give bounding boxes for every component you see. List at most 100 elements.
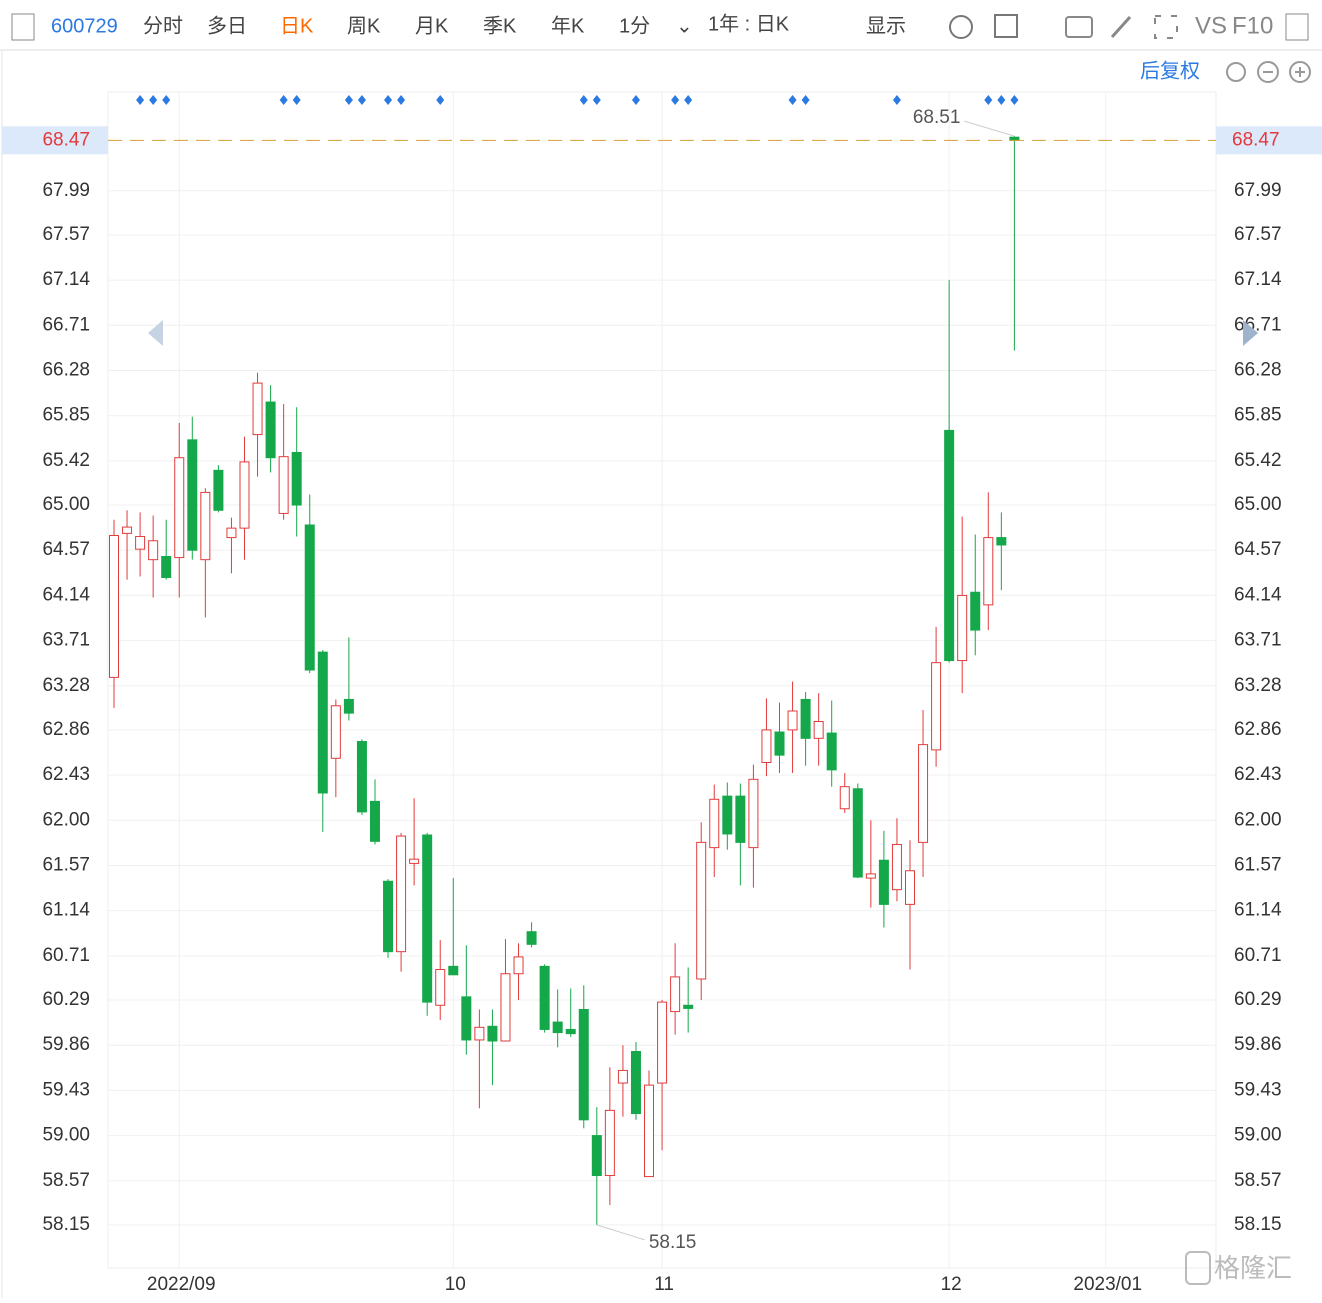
chevron[interactable]: ⌄ (676, 15, 693, 37)
y-tick-label: 61.14 (42, 900, 90, 921)
candle-body (957, 594, 968, 662)
candle-body (330, 705, 341, 759)
candle-body (748, 778, 759, 849)
tab[interactable]: 年K (551, 14, 585, 37)
stock-code[interactable]: 600729 (51, 15, 118, 37)
adjust-button[interactable]: 后复权 (1140, 59, 1200, 82)
tab[interactable]: 1分 (619, 14, 650, 37)
event-marker[interactable] (136, 95, 145, 105)
candle-body (670, 976, 681, 1013)
candle-body (591, 1135, 602, 1177)
tab[interactable]: 月K (415, 15, 449, 37)
y2-tick-label: 67.14 (1234, 269, 1282, 290)
y2-tick-label: 59.00 (1234, 1125, 1282, 1146)
y-tick-label: 64.57 (42, 539, 90, 560)
event-marker[interactable] (892, 95, 901, 105)
event-marker[interactable] (984, 95, 993, 105)
max-leader (964, 120, 1015, 137)
event-marker[interactable] (1010, 95, 1019, 105)
candle-body (787, 710, 798, 731)
event-marker[interactable] (357, 95, 366, 105)
tab[interactable]: 周K (347, 15, 381, 37)
period-select[interactable]: 1年 : 日K (708, 12, 790, 35)
y-tick-label: 67.99 (42, 180, 90, 201)
candle-body (813, 721, 824, 739)
event-marker[interactable] (579, 95, 588, 105)
candle-body (435, 969, 446, 1006)
tab[interactable]: 多日 (207, 14, 247, 37)
event-marker[interactable] (397, 95, 406, 105)
candle-body (696, 841, 707, 980)
candle-body (291, 451, 302, 506)
event-marker[interactable] (149, 95, 158, 105)
event-marker[interactable] (436, 95, 445, 105)
pen-icon[interactable] (1110, 15, 1132, 39)
sidebar-toggle[interactable] (11, 13, 35, 41)
y2-tick-label: 62.43 (1234, 764, 1282, 785)
candle-body (226, 527, 237, 539)
event-marker[interactable] (631, 95, 640, 105)
y-tick-label: 62.43 (42, 764, 90, 785)
display-select[interactable]: 显示 (866, 15, 906, 37)
candle-body (474, 1026, 485, 1041)
min-leader (596, 1224, 645, 1241)
settings-icon[interactable] (949, 15, 973, 39)
camera-icon[interactable] (1065, 16, 1093, 38)
event-marker[interactable] (997, 95, 1006, 105)
event-marker[interactable] (788, 95, 797, 105)
event-marker[interactable] (162, 95, 171, 105)
event-marker[interactable] (801, 95, 810, 105)
y-tick-label: 65.85 (42, 405, 90, 426)
event-marker[interactable] (684, 95, 693, 105)
x-tick-label: 2022/09 (147, 1274, 216, 1295)
event-marker[interactable] (384, 95, 393, 105)
candle-body (448, 965, 459, 976)
candle-body (761, 729, 772, 763)
price-label: 68.47 (1232, 129, 1280, 150)
fullscreen-icon[interactable] (1154, 15, 1178, 39)
y2-tick-label: 61.14 (1234, 900, 1282, 921)
y-tick-label: 67.57 (42, 224, 90, 245)
price-highlight (2, 126, 108, 155)
toolbar (0, 0, 1322, 50)
event-marker[interactable] (592, 95, 601, 105)
event-marker[interactable] (671, 95, 680, 105)
y2-tick-label: 67.99 (1234, 180, 1282, 201)
y2-tick-label: 58.15 (1234, 1214, 1282, 1235)
y-tick-label: 66.28 (42, 360, 90, 381)
candle-body (891, 843, 902, 891)
tab[interactable]: 分时 (143, 14, 183, 37)
candle-body (644, 1084, 655, 1178)
candle-body (109, 534, 120, 678)
y-tick-label: 58.15 (42, 1214, 90, 1235)
candle-body (657, 1001, 668, 1084)
candle-body (383, 880, 394, 953)
y-tick-label: 60.29 (42, 989, 90, 1010)
event-marker[interactable] (279, 95, 288, 105)
candle-body (422, 834, 433, 1003)
prev-arrow[interactable] (148, 320, 163, 346)
candle-body (983, 537, 994, 606)
event-marker[interactable] (344, 95, 353, 105)
watermark-logo (1185, 1251, 1211, 1285)
candle-body (970, 591, 981, 631)
f10-button[interactable]: F10 (1232, 12, 1273, 39)
candle-body (904, 870, 915, 905)
panel-toggle[interactable] (1285, 13, 1309, 41)
candle-body (161, 556, 172, 579)
event-marker[interactable] (292, 95, 301, 105)
candle-body (526, 931, 537, 945)
candle-body (865, 873, 876, 879)
zoom-in[interactable] (1289, 61, 1311, 83)
zoom-out[interactable] (1257, 61, 1279, 83)
candle-body (735, 795, 746, 843)
vs-button[interactable]: VS (1195, 12, 1227, 39)
y-tick-label: 65.42 (42, 450, 90, 471)
y2-tick-label: 64.57 (1234, 539, 1282, 560)
box-icon[interactable] (994, 14, 1018, 38)
next-arrow[interactable] (1243, 320, 1258, 346)
tab[interactable]: 季K (483, 14, 517, 37)
tab[interactable]: 日K (280, 15, 314, 37)
candle-body (304, 524, 315, 671)
reset-icon[interactable] (1226, 62, 1246, 82)
